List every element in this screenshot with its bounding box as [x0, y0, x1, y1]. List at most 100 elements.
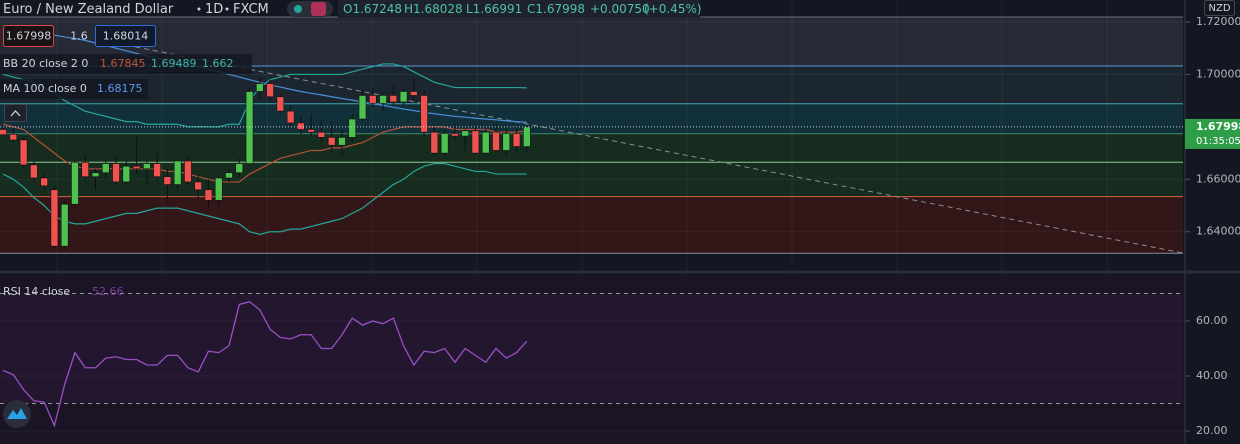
candle-body — [40, 177, 48, 187]
open-value: O1.67248 — [343, 2, 402, 16]
candle-body — [420, 95, 428, 133]
change-percent: (+0.45%) — [644, 2, 702, 16]
candle-body — [440, 133, 449, 154]
moving-average — [54, 34, 527, 123]
candle-body — [430, 131, 439, 154]
rsi-band — [0, 293, 1183, 404]
ma-value: 1.68175 — [97, 82, 143, 95]
high-value: H1.68028 — [404, 2, 463, 16]
logo-background — [3, 400, 31, 428]
price-zone — [0, 103, 1183, 134]
bb-lower-value: 1.662 — [202, 57, 234, 70]
symbol-header: Euro / New Zealand Dollar 1D FXCM — [3, 2, 269, 17]
candle-body — [50, 189, 59, 247]
pane-background — [0, 0, 1183, 444]
candle-body — [214, 177, 223, 201]
candle-body — [143, 163, 151, 170]
rsi-line — [2, 300, 528, 428]
candle-body — [451, 133, 459, 137]
candle-body — [399, 91, 408, 103]
candle-body — [194, 181, 202, 191]
ohlc-background — [338, 0, 700, 18]
change-value: +0.00750 — [590, 2, 650, 16]
candle-body — [9, 133, 18, 141]
candle-body — [368, 95, 377, 104]
market-open-icon — [294, 5, 302, 13]
candle-body — [297, 122, 305, 130]
bb-upper-value: 1.69489 — [151, 57, 197, 70]
y-tick-label: 1.70000 — [1196, 67, 1240, 80]
separator-dot — [197, 7, 201, 11]
ohlc-values: O1.67248 H1.68028 L1.66991 C1.67998 +0.0… — [343, 2, 702, 16]
bb-basis-value: 1.67845 — [100, 57, 146, 70]
candle-body — [379, 95, 387, 104]
bollinger-lower — [2, 162, 527, 235]
candle-body — [81, 161, 90, 177]
candle-body — [492, 131, 500, 151]
ask-price: 1.68014 — [103, 30, 149, 43]
collapse-icon — [10, 110, 21, 117]
bb-legend: BB 20 close 2 0 1.67845 1.69489 1.662 — [3, 57, 234, 70]
countdown-label: 01:35:05 — [1196, 136, 1240, 147]
candle-body — [256, 83, 264, 92]
y-tick-label: 1.72000 — [1196, 15, 1240, 28]
current-price-label: 1.67998 — [1196, 120, 1240, 133]
candle-body — [327, 137, 336, 146]
rsi-name: RSI 14 close — [3, 285, 70, 298]
logo — [7, 408, 27, 419]
candle-body — [523, 126, 531, 147]
candle-body — [225, 172, 233, 179]
candle-body — [338, 137, 346, 146]
candle-body — [19, 139, 28, 166]
candle-body — [235, 163, 244, 174]
candle-body — [60, 203, 69, 247]
bb-legend-background — [0, 54, 252, 74]
spread: 1.6 — [70, 30, 88, 43]
ma-legend: MA 100 close 0 1.68175 — [3, 82, 143, 95]
candle-body — [0, 129, 7, 136]
candle-body — [481, 131, 490, 154]
candle-body — [153, 163, 161, 177]
ma-legend-background — [0, 79, 148, 99]
y-tick-label: 1.64000 — [1196, 225, 1240, 238]
rsi-legend: RSI 14 close 52.66 — [3, 285, 124, 298]
symbol-title: Euro / New Zealand Dollar — [3, 2, 174, 17]
sell-button[interactable] — [3, 25, 54, 47]
alert-icon[interactable] — [311, 2, 326, 16]
candle-body — [471, 130, 480, 154]
current-price-tag — [1185, 118, 1240, 149]
candle-body — [276, 96, 285, 112]
candle-body — [204, 189, 213, 201]
y-tick-label: 1.66000 — [1196, 172, 1240, 185]
pane-marks — [0, 16, 1185, 428]
candle-body — [245, 91, 254, 164]
candle-body — [184, 160, 192, 183]
bb-name: BB 20 close 2 0 — [3, 57, 88, 70]
candle-body — [30, 164, 38, 179]
candle-body — [358, 95, 367, 120]
y-tick-label: 20.00 — [1196, 424, 1228, 437]
candle-body — [512, 133, 521, 147]
candle-body — [266, 83, 274, 98]
candle-body — [132, 165, 141, 170]
currency-box[interactable] — [1204, 0, 1235, 16]
collapse-legend-button[interactable] — [4, 104, 27, 122]
low-value: L1.66991 — [466, 2, 522, 16]
buy-button[interactable] — [95, 25, 156, 47]
candle-body — [101, 163, 110, 174]
currency: NZD — [1208, 3, 1230, 14]
candle-body — [317, 131, 326, 138]
rsi-value: 52.66 — [92, 285, 124, 298]
bid-price: 1.67998 — [6, 30, 52, 43]
interval: 1D — [205, 2, 223, 17]
candle-body — [307, 129, 315, 133]
source: FXCM — [233, 2, 269, 17]
status-pill[interactable] — [287, 1, 333, 17]
candle-body — [163, 176, 172, 185]
price-zone — [0, 196, 1183, 254]
close-value: C1.67998 — [527, 2, 585, 16]
separator-dot — [225, 7, 229, 11]
ma-name: MA 100 close 0 — [3, 82, 87, 95]
candle-body — [348, 118, 357, 138]
